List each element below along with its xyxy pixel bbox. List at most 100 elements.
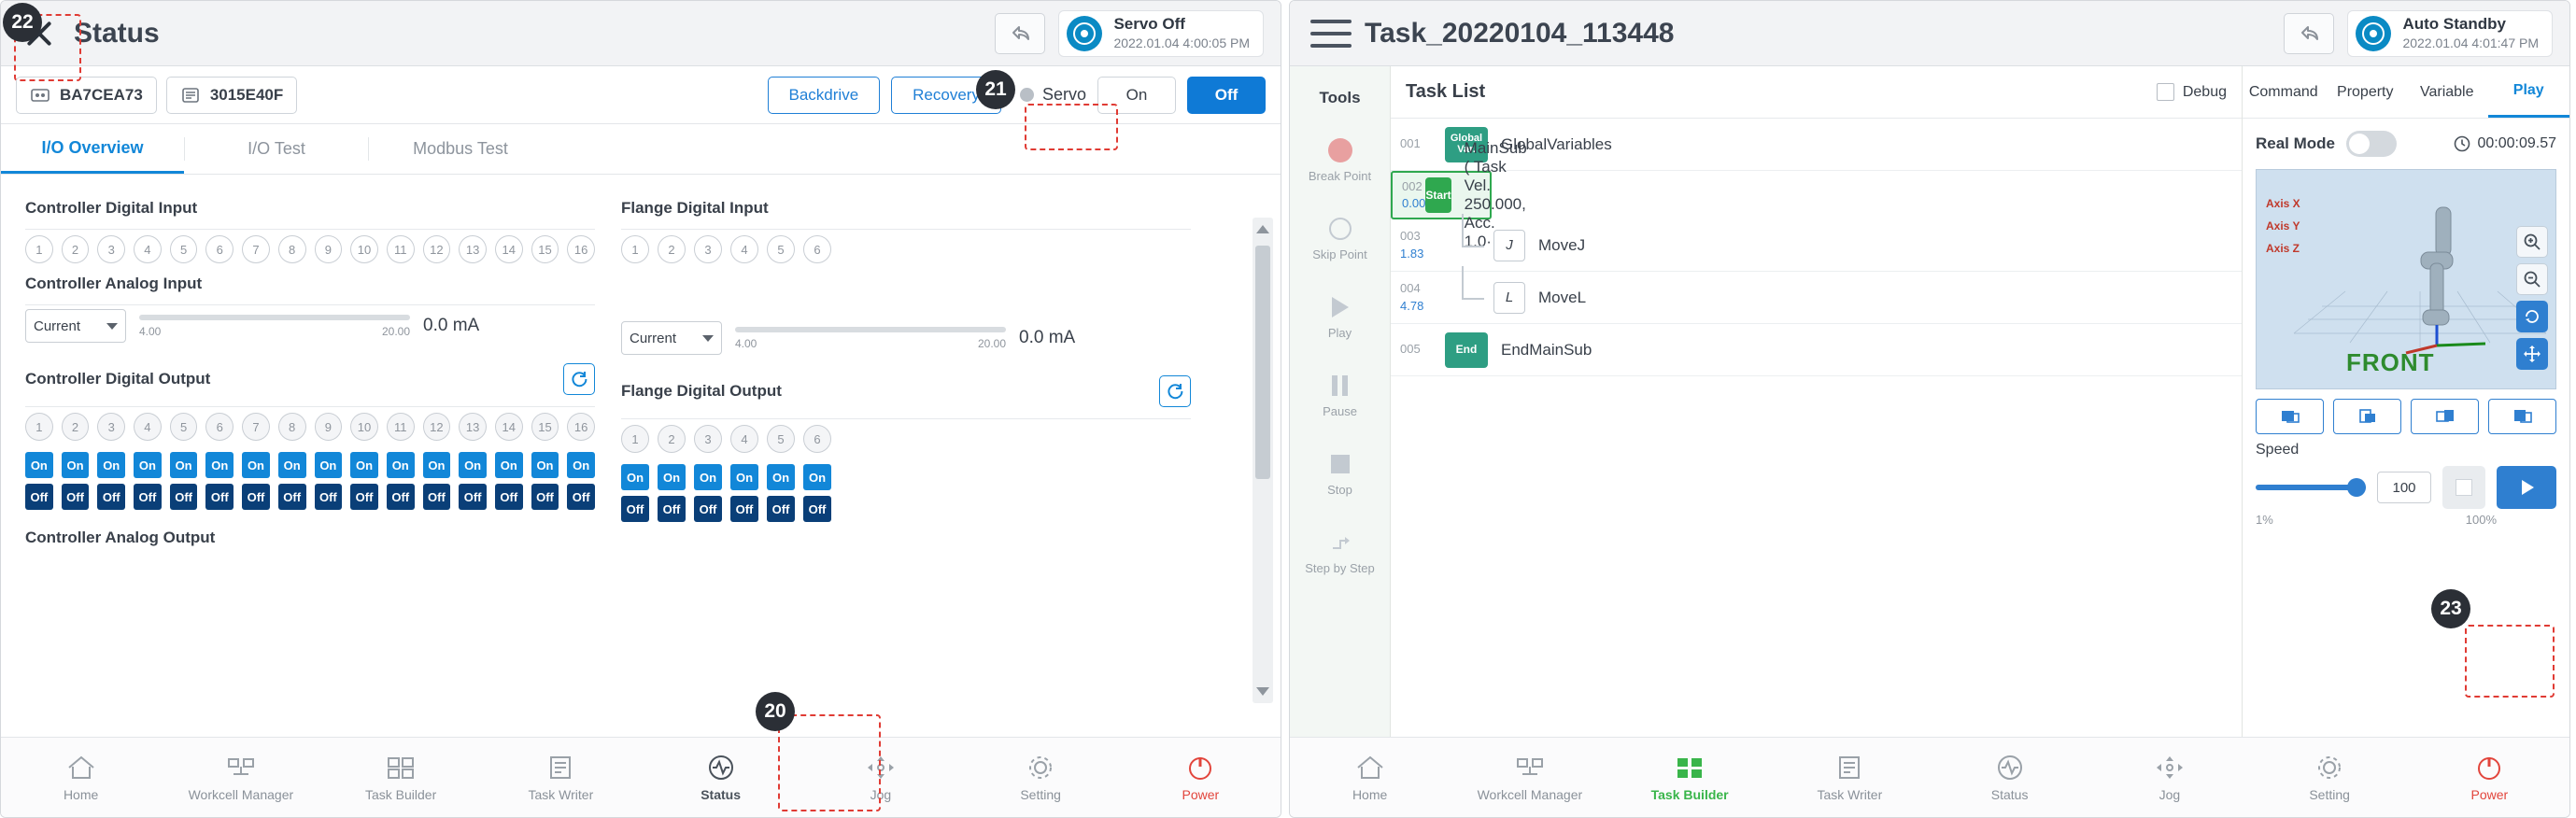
nav-home[interactable]: Home — [1309, 754, 1431, 802]
analog-input-slider[interactable]: 4.00 20.00 — [139, 314, 410, 338]
tool-play[interactable]: Play — [1290, 277, 1391, 356]
output-on-button[interactable]: On — [494, 452, 523, 478]
output-on-button[interactable]: On — [386, 452, 415, 478]
output-off-button[interactable]: Off — [386, 484, 415, 510]
view-preset-2[interactable] — [2333, 399, 2401, 434]
output-off-button[interactable]: Off — [694, 496, 722, 522]
output-off-button[interactable]: Off — [134, 484, 162, 510]
undo-icon[interactable] — [995, 12, 1046, 54]
view-preset-3[interactable] — [2411, 399, 2479, 434]
servo-on-button[interactable]: On — [1097, 76, 1176, 114]
tab-modbus-test[interactable]: Modbus Test — [413, 139, 508, 158]
tool-pause[interactable]: Pause — [1290, 356, 1391, 434]
zoom-out-icon[interactable] — [2516, 263, 2548, 295]
output-off-button[interactable]: Off — [422, 484, 451, 510]
output-off-button[interactable]: Off — [767, 496, 795, 522]
output-on-button[interactable]: On — [422, 452, 451, 478]
undo-icon[interactable] — [2284, 12, 2335, 54]
nav-status[interactable]: Status — [1949, 754, 2071, 802]
output-on-button[interactable]: On — [242, 452, 270, 478]
nav-setting[interactable]: Setting — [980, 754, 1101, 802]
nav-home[interactable]: Home — [21, 754, 142, 802]
speed-value[interactable]: 100 — [2377, 472, 2431, 503]
analog-input-mode-select[interactable]: Current — [25, 309, 126, 343]
output-off-button[interactable]: Off — [803, 496, 831, 522]
debug-checkbox[interactable] — [2156, 83, 2174, 101]
refresh-icon[interactable] — [1159, 375, 1191, 407]
nav-task-writer[interactable]: Task Writer — [1789, 754, 1910, 802]
output-on-button[interactable]: On — [169, 452, 198, 478]
table-row[interactable]: 003 1.83 J MoveJ — [1391, 213, 2242, 272]
output-off-button[interactable]: Off — [621, 496, 649, 522]
table-row-selected[interactable]: 002 0.00 Start MainSub ( Task Vel. 250.00… — [1391, 139, 1527, 250]
output-off-button[interactable]: Off — [277, 484, 306, 510]
output-on-button[interactable]: On — [314, 452, 343, 478]
tab-io-overview[interactable]: I/O Overview — [1, 124, 184, 174]
scroll-down-icon[interactable] — [1256, 687, 1269, 696]
tool-stop[interactable]: Stop — [1290, 434, 1391, 513]
output-off-button[interactable]: Off — [242, 484, 270, 510]
scroll-thumb[interactable] — [1255, 246, 1270, 479]
tab-io-test[interactable]: I/O Test — [248, 139, 305, 158]
tool-skip-point[interactable]: Skip Point — [1290, 199, 1391, 277]
view-preset-1[interactable] — [2256, 399, 2324, 434]
nav-task-writer[interactable]: Task Writer — [500, 754, 621, 802]
nav-jog[interactable]: Jog — [820, 754, 941, 802]
output-on-button[interactable]: On — [694, 464, 722, 490]
device-1[interactable]: BA7CEA73 — [16, 76, 157, 114]
table-row[interactable]: 001 Global Var. GlobalVariables — [1391, 119, 2242, 171]
tab-property[interactable]: Property — [2337, 83, 2394, 100]
output-on-button[interactable]: On — [531, 452, 559, 478]
output-on-button[interactable]: On — [205, 452, 234, 478]
device-2[interactable]: 3015E40F — [165, 76, 298, 114]
nav-power[interactable]: Power — [1139, 754, 1261, 802]
tool-step-by-step[interactable]: Step by Step — [1290, 513, 1391, 591]
view-preset-4[interactable] — [2488, 399, 2556, 434]
output-off-button[interactable]: Off — [61, 484, 90, 510]
output-off-button[interactable]: Off — [494, 484, 523, 510]
rotate-icon[interactable] — [2516, 301, 2548, 332]
output-on-button[interactable]: On — [730, 464, 758, 490]
output-on-button[interactable]: On — [134, 452, 162, 478]
tab-variable[interactable]: Variable — [2419, 83, 2474, 100]
tab-play[interactable]: Play — [2487, 66, 2569, 118]
output-on-button[interactable]: On — [25, 452, 53, 478]
output-off-button[interactable]: Off — [531, 484, 559, 510]
analog-input-slider-2[interactable]: 4.00 20.00 — [735, 326, 1006, 350]
output-off-button[interactable]: Off — [459, 484, 487, 510]
analog-input-mode-select-2[interactable]: Current — [621, 321, 722, 355]
zoom-in-icon[interactable] — [2516, 226, 2548, 258]
output-on-button[interactable]: On — [97, 452, 126, 478]
output-off-button[interactable]: Off — [350, 484, 378, 510]
hamburger-icon[interactable] — [1310, 18, 1352, 49]
nav-workcell-manager[interactable]: Workcell Manager — [1469, 754, 1591, 802]
output-on-button[interactable]: On — [621, 464, 649, 490]
table-row[interactable]: 004 4.78 L MoveL — [1391, 265, 2242, 324]
speed-slider[interactable] — [2256, 478, 2366, 497]
tab-command[interactable]: Command — [2248, 83, 2318, 100]
nav-workcell-manager[interactable]: Workcell Manager — [180, 754, 302, 802]
output-off-button[interactable]: Off — [658, 496, 686, 522]
output-on-button[interactable]: On — [567, 452, 595, 478]
output-off-button[interactable]: Off — [314, 484, 343, 510]
tool-break-point[interactable]: Break Point — [1290, 120, 1391, 199]
servo-off-button[interactable]: Off — [1187, 76, 1266, 114]
io-scrollbar[interactable] — [1253, 218, 1273, 703]
stop-button[interactable] — [2442, 466, 2485, 509]
nav-jog[interactable]: Jog — [2109, 754, 2230, 802]
table-row[interactable]: 005 End EndMainSub — [1391, 324, 2242, 376]
output-on-button[interactable]: On — [459, 452, 487, 478]
pan-icon[interactable] — [2516, 338, 2548, 370]
nav-task-builder[interactable]: Task Builder — [1629, 754, 1750, 802]
real-mode-toggle[interactable] — [2346, 131, 2398, 157]
output-off-button[interactable]: Off — [97, 484, 126, 510]
output-off-button[interactable]: Off — [25, 484, 53, 510]
output-off-button[interactable]: Off — [567, 484, 595, 510]
output-on-button[interactable]: On — [803, 464, 831, 490]
nav-task-builder[interactable]: Task Builder — [340, 754, 461, 802]
output-off-button[interactable]: Off — [169, 484, 198, 510]
nav-power[interactable]: Power — [2428, 754, 2550, 802]
debug-checkbox-group[interactable]: Debug — [2156, 83, 2227, 101]
output-off-button[interactable]: Off — [730, 496, 758, 522]
nav-status[interactable]: Status — [660, 754, 782, 802]
